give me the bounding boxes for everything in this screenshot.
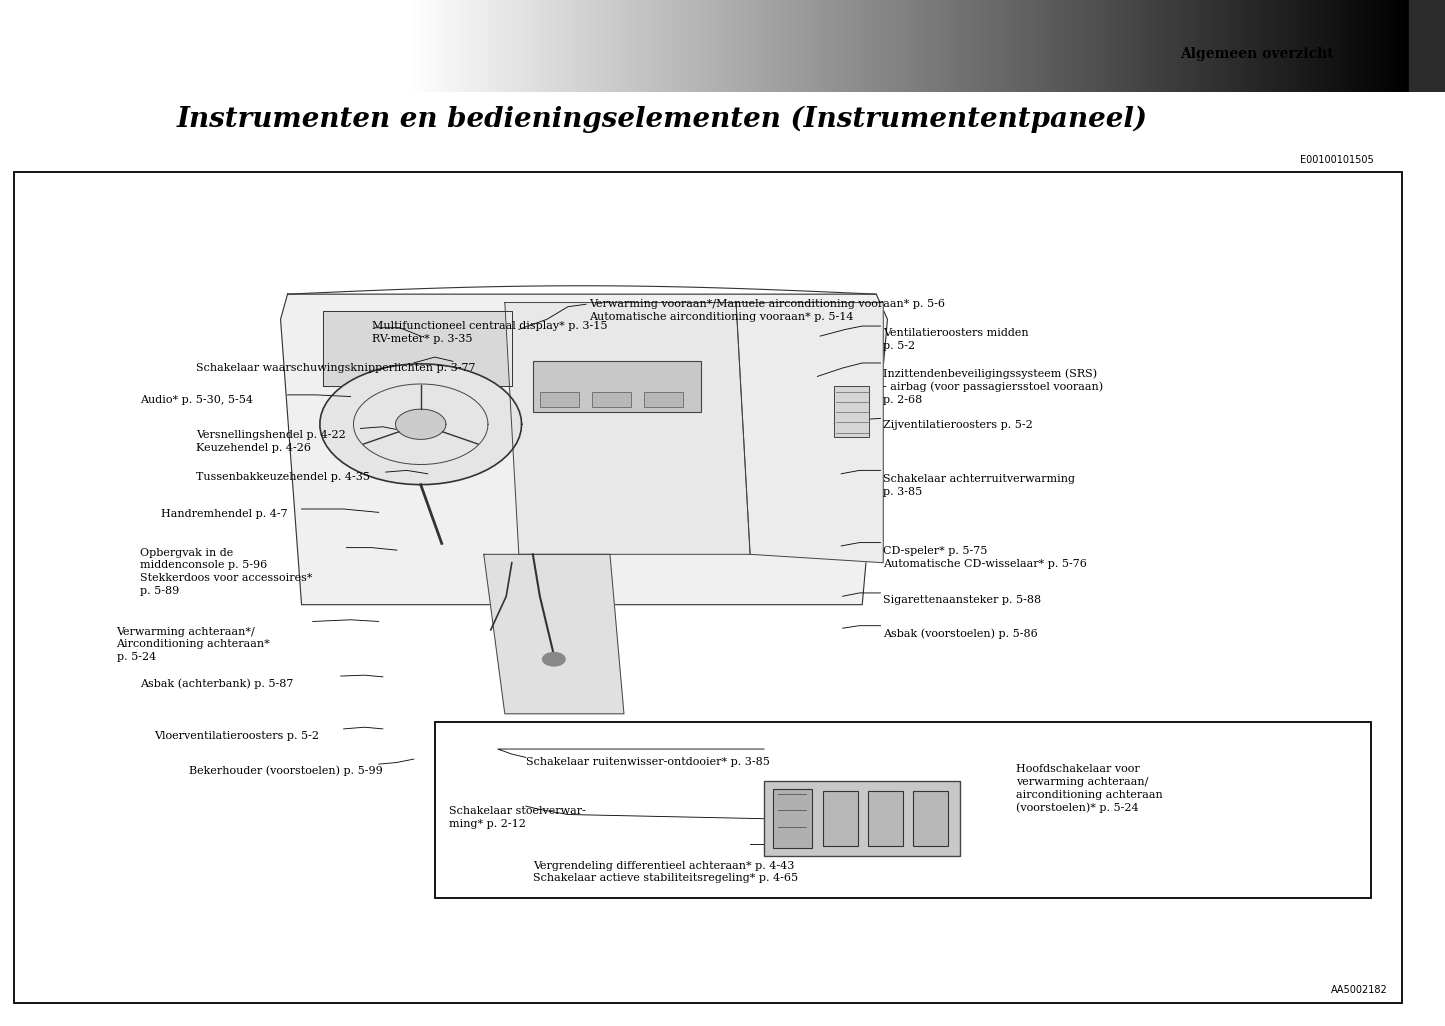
Text: Schakelaar achterruitverwarming
p. 3-85: Schakelaar achterruitverwarming p. 3-85 <box>883 474 1075 497</box>
Circle shape <box>543 653 565 666</box>
Polygon shape <box>504 303 750 554</box>
Bar <box>868 791 903 846</box>
Bar <box>0 0 405 92</box>
Text: Versnellingshendel p. 4-22
Keuzehendel p. 4-26: Versnellingshendel p. 4-22 Keuzehendel p… <box>197 430 347 452</box>
Polygon shape <box>484 554 624 714</box>
Text: Inzittendenbeveiligingssysteem (SRS)
- airbag (voor passagiersstoel vooraan)
p. : Inzittendenbeveiligingssysteem (SRS) - a… <box>883 368 1104 405</box>
Text: Asbak (achterbank) p. 5-87: Asbak (achterbank) p. 5-87 <box>140 678 293 689</box>
Text: Hoofdschakelaar voor
verwarming achteraan/
airconditioning achteraan
(voorstoele: Hoofdschakelaar voor verwarming achteraa… <box>1016 764 1163 814</box>
Bar <box>1409 0 1445 92</box>
Text: Tussenbakkeuzehendel p. 4-35: Tussenbakkeuzehendel p. 4-35 <box>197 472 370 482</box>
Text: Opbergvak in de
middenconsole p. 5-96
Stekkerdoos voor accessoires*
p. 5-89: Opbergvak in de middenconsole p. 5-96 St… <box>140 548 314 596</box>
Bar <box>773 789 812 849</box>
Text: Zijventilatieroosters p. 5-2: Zijventilatieroosters p. 5-2 <box>883 420 1033 430</box>
Text: Vloerventilatieroosters p. 5-2: Vloerventilatieroosters p. 5-2 <box>155 731 319 741</box>
Bar <box>764 781 961 857</box>
Text: Instrumenten en bedieningselementen (Instrumententpaneel): Instrumenten en bedieningselementen (Ins… <box>176 106 1147 132</box>
Text: Bekerhouder (voorstoelen) p. 5-99: Bekerhouder (voorstoelen) p. 5-99 <box>189 765 383 777</box>
Text: Ventilatieroosters midden
p. 5-2: Ventilatieroosters midden p. 5-2 <box>883 327 1029 351</box>
Bar <box>591 392 631 406</box>
Bar <box>435 722 1371 899</box>
Text: E00100101505: E00100101505 <box>1300 155 1374 164</box>
Bar <box>540 392 579 406</box>
Polygon shape <box>736 303 883 562</box>
Polygon shape <box>280 294 887 604</box>
Bar <box>913 791 948 846</box>
Text: Sigarettenaansteker p. 5-88: Sigarettenaansteker p. 5-88 <box>883 595 1042 604</box>
Bar <box>824 791 858 846</box>
Text: Asbak (voorstoelen) p. 5-86: Asbak (voorstoelen) p. 5-86 <box>883 628 1038 639</box>
Polygon shape <box>396 409 447 439</box>
Text: Schakelaar waarschuwingsknipperlichten p. 3-77: Schakelaar waarschuwingsknipperlichten p… <box>197 363 475 373</box>
Text: AA5002182: AA5002182 <box>1331 985 1387 995</box>
Bar <box>533 361 701 411</box>
Text: Algemeen overzicht: Algemeen overzicht <box>1181 46 1334 61</box>
Text: Handremhendel p. 4-7: Handremhendel p. 4-7 <box>162 509 288 519</box>
Text: Vergrendeling differentieel achteraan* p. 4-43
Schakelaar actieve stabiliteitsre: Vergrendeling differentieel achteraan* p… <box>533 861 798 883</box>
Bar <box>643 392 683 406</box>
Polygon shape <box>322 311 512 387</box>
Text: CD-speler* p. 5-75
Automatische CD-wisselaar* p. 5-76: CD-speler* p. 5-75 Automatische CD-wisse… <box>883 546 1087 568</box>
Bar <box>834 387 870 437</box>
Polygon shape <box>319 364 522 484</box>
Text: Schakelaar stoelverwar-
ming* p. 2-12: Schakelaar stoelverwar- ming* p. 2-12 <box>449 806 585 829</box>
Text: Verwarming achteraan*/
Airconditioning achteraan*
p. 5-24: Verwarming achteraan*/ Airconditioning a… <box>117 627 270 662</box>
Text: Multifunctioneel centraal display* p. 3-15
RV-meter* p. 3-35: Multifunctioneel centraal display* p. 3-… <box>371 321 607 344</box>
Text: Audio* p. 5-30, 5-54: Audio* p. 5-30, 5-54 <box>140 395 253 405</box>
Text: Verwarming vooraan*/Manuele airconditioning vooraan* p. 5-6
Automatische aircond: Verwarming vooraan*/Manuele aircondition… <box>590 300 945 322</box>
Text: Schakelaar ruitenwisser-ontdooier* p. 3-85: Schakelaar ruitenwisser-ontdooier* p. 3-… <box>526 757 770 767</box>
